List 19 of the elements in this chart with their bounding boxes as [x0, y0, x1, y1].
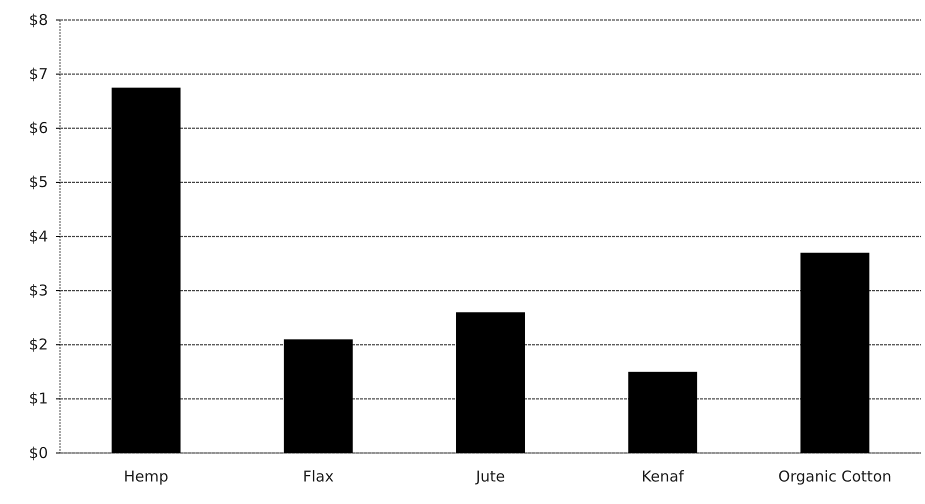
x-tick-label: Hemp — [124, 468, 168, 486]
bar — [284, 339, 353, 453]
x-tick-label: Organic Cotton — [778, 468, 892, 486]
y-tick-label: $6 — [28, 119, 48, 138]
y-tick-label: $0 — [28, 444, 48, 462]
bar — [112, 88, 181, 453]
y-tick-label: $8 — [28, 10, 48, 29]
x-tick-label: Flax — [302, 468, 334, 486]
y-tick-label: $2 — [28, 336, 48, 354]
bar — [628, 372, 698, 453]
x-tick-label: Jute — [474, 468, 506, 486]
y-tick-label: $3 — [28, 281, 48, 300]
x-tick-label: Kenaf — [642, 468, 685, 486]
y-tick-label: $7 — [28, 64, 48, 83]
bar — [456, 312, 525, 453]
y-tick-label: $5 — [28, 173, 48, 192]
y-tick-label: $4 — [28, 227, 48, 246]
bar — [800, 252, 870, 453]
y-tick-label: $1 — [28, 390, 48, 408]
